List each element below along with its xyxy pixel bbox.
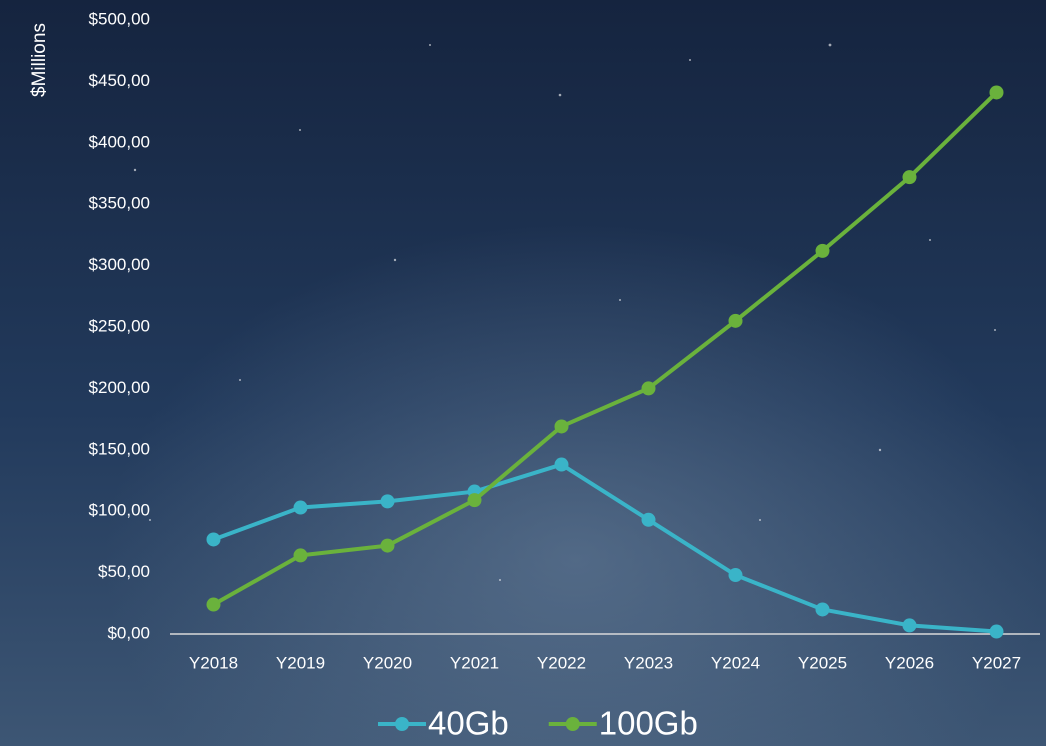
y-tick-label: $100,00	[89, 501, 150, 520]
y-tick-label: $400,00	[89, 132, 150, 151]
data-point	[467, 493, 482, 508]
y-tick-label: $500,00	[89, 9, 150, 28]
legend-label: 100Gb	[599, 705, 698, 742]
data-point	[380, 538, 395, 553]
y-tick-label: $450,00	[89, 71, 150, 90]
x-tick-label: Y2025	[798, 653, 847, 672]
x-tick-label: Y2019	[276, 653, 325, 672]
x-tick-label: Y2021	[450, 653, 499, 672]
x-tick-label: Y2024	[711, 653, 760, 672]
y-axis-label: $Millions	[29, 23, 50, 97]
x-tick-label: Y2018	[189, 653, 238, 672]
data-point	[554, 457, 569, 472]
data-point	[293, 500, 308, 515]
data-point	[554, 419, 569, 434]
series-line	[212, 462, 997, 634]
y-tick-label: $350,00	[89, 194, 150, 213]
y-tick-label: $300,00	[89, 255, 150, 274]
data-point	[293, 548, 308, 563]
data-point	[989, 624, 1004, 639]
data-point	[728, 568, 743, 583]
data-point	[815, 602, 830, 617]
legend-marker	[395, 717, 409, 731]
legend-marker	[565, 717, 580, 731]
data-point	[641, 512, 656, 527]
data-point	[902, 618, 917, 633]
data-point	[728, 313, 743, 328]
y-tick-label: $250,00	[89, 316, 150, 335]
data-point	[815, 243, 830, 258]
series-line	[212, 91, 998, 607]
y-tick-label: $50,00	[98, 562, 150, 581]
x-tick-label: Y2020	[363, 653, 412, 672]
stars	[133, 43, 996, 581]
legend-label: 40Gb	[428, 705, 509, 742]
x-tick-label: Y2023	[624, 653, 673, 672]
y-tick-label: $150,00	[89, 439, 150, 458]
x-tick-label: Y2027	[972, 653, 1021, 672]
legend-item: 100Gb	[548, 705, 698, 742]
data-point	[380, 494, 395, 509]
data-point	[206, 597, 221, 612]
x-tick-label: Y2022	[537, 653, 586, 672]
legend-item: 40Gb	[378, 705, 509, 742]
y-tick-label: $200,00	[89, 378, 150, 397]
data-point	[902, 170, 917, 185]
data-point	[989, 85, 1004, 100]
x-tick-label: Y2026	[885, 653, 934, 672]
y-tick-label: $0,00	[107, 623, 150, 642]
data-point	[206, 532, 221, 547]
data-point	[641, 381, 656, 396]
